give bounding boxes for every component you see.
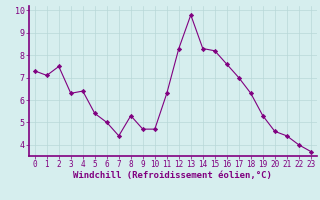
X-axis label: Windchill (Refroidissement éolien,°C): Windchill (Refroidissement éolien,°C) [73,171,272,180]
